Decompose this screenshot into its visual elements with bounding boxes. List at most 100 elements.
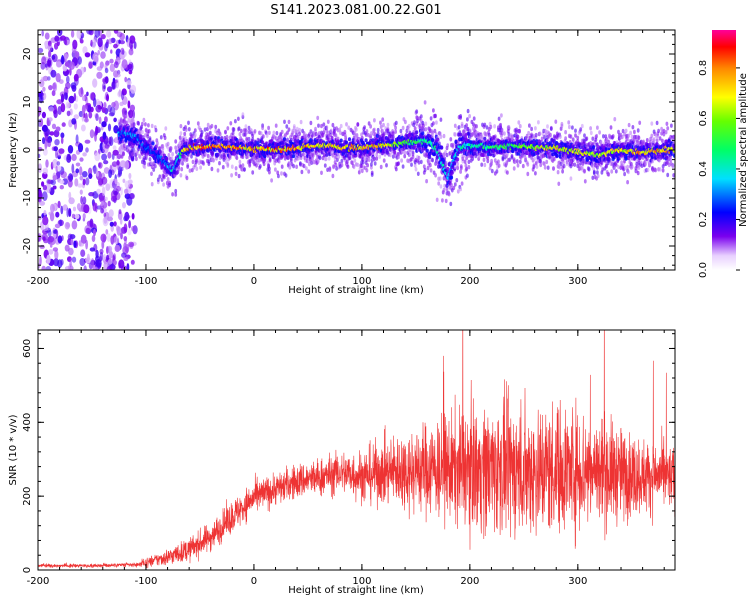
noise-blob — [103, 167, 110, 174]
noise-blob — [110, 235, 115, 245]
noise-blob — [103, 216, 108, 224]
noise-blob — [52, 185, 57, 190]
noise-blob — [108, 136, 112, 145]
noise-blob — [55, 73, 61, 83]
ridge-halo — [216, 168, 220, 173]
noise-blob — [73, 73, 79, 82]
noise-blob — [38, 142, 41, 148]
ridge-halo — [366, 163, 369, 168]
ridge-halo — [365, 168, 369, 173]
ridge-halo — [150, 171, 153, 176]
noise-blob — [50, 203, 55, 213]
ridge-halo — [379, 164, 383, 170]
ridge-halo — [265, 133, 269, 138]
ridge-halo — [471, 156, 475, 161]
noise-blob — [58, 148, 65, 154]
noise-blob — [47, 44, 53, 52]
ridge-halo — [166, 177, 170, 182]
noise-blob — [103, 160, 109, 165]
ridge-halo — [521, 163, 525, 169]
ridge-halo — [466, 117, 469, 122]
noise-blob — [60, 56, 65, 65]
ridge-halo — [434, 113, 437, 119]
ridge-halo — [325, 125, 329, 130]
noise-blob — [38, 215, 42, 221]
noise-blob — [63, 92, 68, 100]
ridge-halo — [385, 163, 388, 168]
noise-blob — [45, 159, 49, 168]
noise-blob — [78, 87, 84, 98]
ridge-halo — [179, 124, 183, 129]
ridge-halo — [455, 178, 459, 183]
ridge-halo — [435, 120, 438, 125]
ridge-halo — [382, 122, 385, 128]
ridge-halo — [185, 175, 189, 181]
ridge-halo — [394, 125, 397, 130]
noise-blob — [131, 225, 136, 232]
ridge-halo — [234, 119, 237, 124]
ridge-halo — [230, 164, 234, 169]
ridge-halo — [466, 108, 470, 114]
noise-blob — [67, 179, 73, 188]
noise-blob — [55, 126, 61, 132]
noise-blob — [95, 113, 99, 121]
noise-blob — [48, 85, 53, 91]
noise-blob — [82, 213, 86, 220]
ridge-halo — [124, 114, 128, 119]
ridge-halo — [177, 166, 181, 172]
ridge-halo — [435, 197, 439, 202]
ridge-halo — [507, 124, 511, 130]
ridge-halo — [206, 126, 209, 132]
ridge-halo — [268, 158, 272, 163]
noise-blob — [74, 178, 79, 187]
noise-blob — [113, 235, 120, 245]
ridge-halo — [156, 141, 159, 146]
ridge-halo — [169, 146, 173, 151]
noise-blob — [46, 254, 51, 264]
ridge-halo — [401, 164, 405, 169]
ridge-halo — [171, 192, 175, 197]
noise-blob — [54, 42, 59, 50]
noise-blob — [93, 228, 96, 237]
noise-blob — [108, 112, 115, 117]
ridge-halo — [441, 198, 444, 203]
ridge-halo — [413, 126, 417, 131]
noise-blob — [96, 188, 101, 194]
ridge-halo — [280, 129, 284, 135]
ridge-halo — [503, 131, 506, 136]
ridge-halo — [159, 135, 163, 140]
noise-blob — [71, 84, 77, 92]
ridge-halo — [382, 131, 386, 136]
ridge-halo — [415, 109, 419, 114]
noise-blob — [103, 102, 107, 109]
noise-blob — [119, 217, 123, 225]
noise-blob — [88, 173, 93, 180]
noise-blob — [80, 249, 86, 257]
noise-blob — [48, 117, 53, 122]
noise-blob — [80, 234, 87, 244]
ridge-halo — [244, 124, 248, 129]
ridge-halo — [373, 161, 377, 166]
noise-blob — [74, 213, 80, 220]
ridge-halo — [417, 155, 421, 161]
ridge-halo — [196, 121, 200, 126]
noise-blob — [55, 149, 58, 159]
noise-blob — [114, 178, 118, 185]
ridge-halo — [439, 184, 443, 189]
noise-blob — [82, 46, 88, 55]
ridge-halo — [370, 172, 374, 177]
noise-blob — [68, 95, 75, 104]
ridge-halo — [453, 132, 457, 137]
noise-blob — [54, 250, 59, 260]
ridge-halo — [185, 157, 189, 162]
noise-blob — [41, 111, 47, 119]
noise-blob — [69, 234, 76, 240]
noise-blob — [123, 223, 128, 234]
noise-blob — [76, 30, 82, 39]
ridge-halo — [121, 138, 125, 144]
noise-blob — [94, 152, 101, 162]
ridge-halo — [354, 127, 358, 132]
ridge-halo — [365, 129, 369, 134]
ridge-halo — [259, 131, 263, 136]
ridge-halo — [195, 166, 199, 171]
